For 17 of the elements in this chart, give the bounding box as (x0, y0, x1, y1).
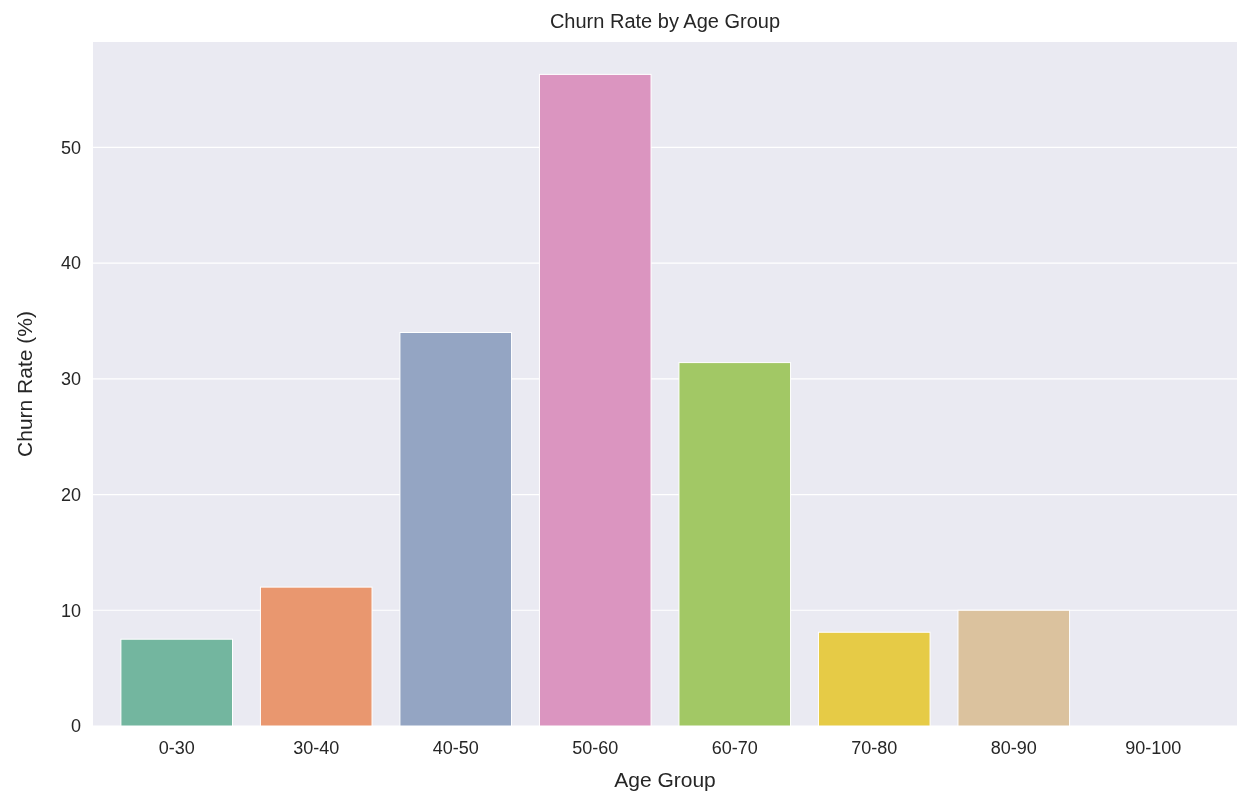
x-tick-label: 50-60 (572, 738, 619, 758)
x-tick-label: 70-80 (851, 738, 898, 758)
y-axis-title: Churn Rate (%) (13, 311, 36, 457)
x-tick-label: 90-100 (1125, 738, 1182, 758)
y-tick-label: 0 (70, 716, 81, 737)
x-tick-label: 0-30 (158, 738, 195, 758)
y-tick-label: 10 (60, 600, 81, 621)
y-tick-label: 50 (60, 137, 81, 158)
y-tick-label: 40 (60, 253, 81, 274)
x-tick-label: 30-40 (293, 738, 340, 758)
x-tick-label: 80-90 (990, 738, 1037, 758)
y-tick-label: 30 (60, 369, 81, 390)
x-tick-label: 40-50 (432, 738, 479, 758)
chart-title: Churn Rate by Age Group (549, 10, 781, 32)
x-axis-title: Age Group (614, 768, 716, 791)
x-tick-label: 60-70 (711, 738, 758, 758)
y-tick-label: 20 (60, 484, 81, 505)
